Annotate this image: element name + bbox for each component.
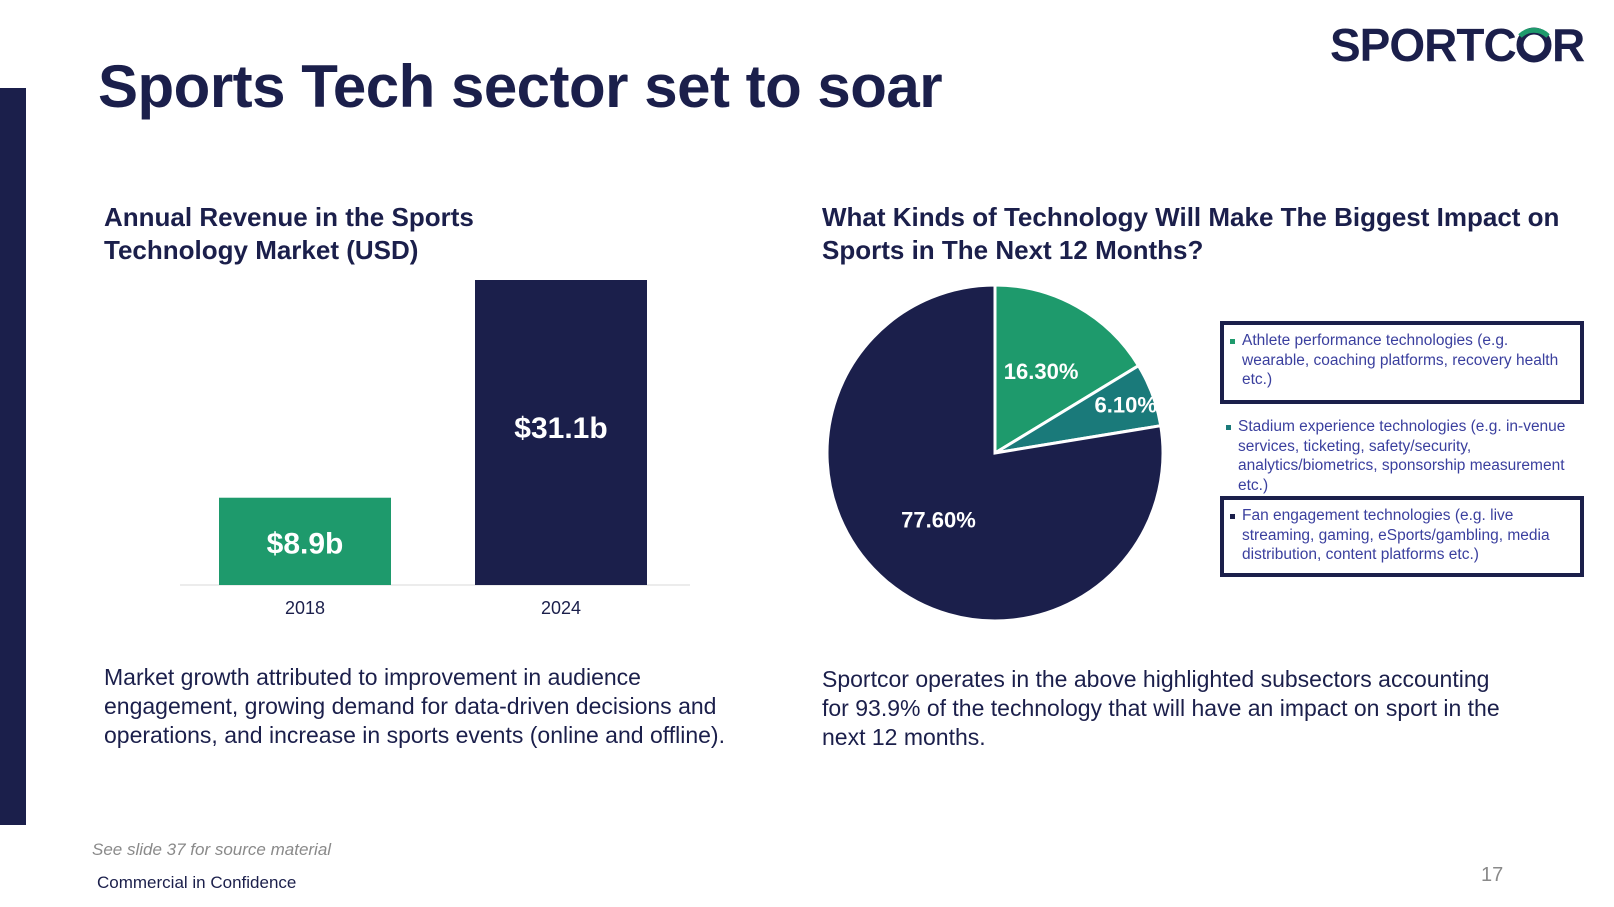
pie-chart-title: What Kinds of Technology Will Make The B… bbox=[822, 202, 1560, 265]
legend-label: Fan engagement technologies (e.g. live s… bbox=[1242, 507, 1550, 563]
right-body-text: Sportcor operates in the above highlight… bbox=[822, 666, 1500, 750]
bar-value-label: $8.9b bbox=[267, 527, 344, 560]
confidentiality-note: Commercial in Confidence bbox=[97, 873, 297, 892]
pie-slice bbox=[825, 283, 1165, 623]
legend-bullet-icon bbox=[1226, 425, 1231, 430]
pie-slice-label: 16.30% bbox=[1004, 359, 1079, 384]
legend-item: Fan engagement technologies (e.g. live s… bbox=[1224, 500, 1580, 565]
bar-value-label: $31.1b bbox=[514, 412, 607, 445]
legend-box-stadium: Stadium experience technologies (e.g. in… bbox=[1220, 411, 1584, 495]
x-tick-label: 2024 bbox=[541, 598, 581, 618]
legend-item: Athlete performance technologies (e.g. w… bbox=[1224, 325, 1580, 390]
bar-2024 bbox=[475, 280, 647, 585]
technology-impact-pie-chart: 16.30% 6.10% 77.60% bbox=[825, 283, 1165, 623]
legend-box-athlete: Athlete performance technologies (e.g. w… bbox=[1220, 321, 1584, 404]
legend-box-fan: Fan engagement technologies (e.g. live s… bbox=[1220, 496, 1584, 577]
pie-slice bbox=[993, 283, 1141, 456]
svg-text:SPORTC: SPORTC bbox=[1330, 19, 1516, 71]
legend-label: Athlete performance technologies (e.g. w… bbox=[1242, 332, 1559, 388]
left-body-text: Market growth attributed to improvement … bbox=[104, 664, 725, 748]
legend-bullet-icon bbox=[1230, 339, 1235, 344]
bar-2018 bbox=[219, 497, 391, 585]
revenue-bar-chart: $8.9b 2018 $31.1b 2024 bbox=[180, 280, 690, 618]
x-tick-label: 2018 bbox=[285, 598, 325, 618]
left-accent-bar bbox=[0, 88, 26, 825]
legend-bullet-icon bbox=[1230, 514, 1235, 519]
source-note: See slide 37 for source material bbox=[92, 840, 332, 859]
pie-slice-label: 77.60% bbox=[901, 508, 976, 533]
legend-item: Stadium experience technologies (e.g. in… bbox=[1220, 411, 1584, 495]
bar-chart-title: Annual Revenue in the Sports Technology … bbox=[104, 202, 474, 265]
legend-label: Stadium experience technologies (e.g. in… bbox=[1238, 418, 1566, 494]
pie-slice-label: 6.10% bbox=[1095, 393, 1157, 418]
slide-title: Sports Tech sector set to soar bbox=[98, 53, 943, 120]
svg-text:R: R bbox=[1552, 19, 1585, 71]
page-number: 17 bbox=[1481, 864, 1504, 886]
sportcor-logo: SPORTC R bbox=[1330, 19, 1585, 71]
